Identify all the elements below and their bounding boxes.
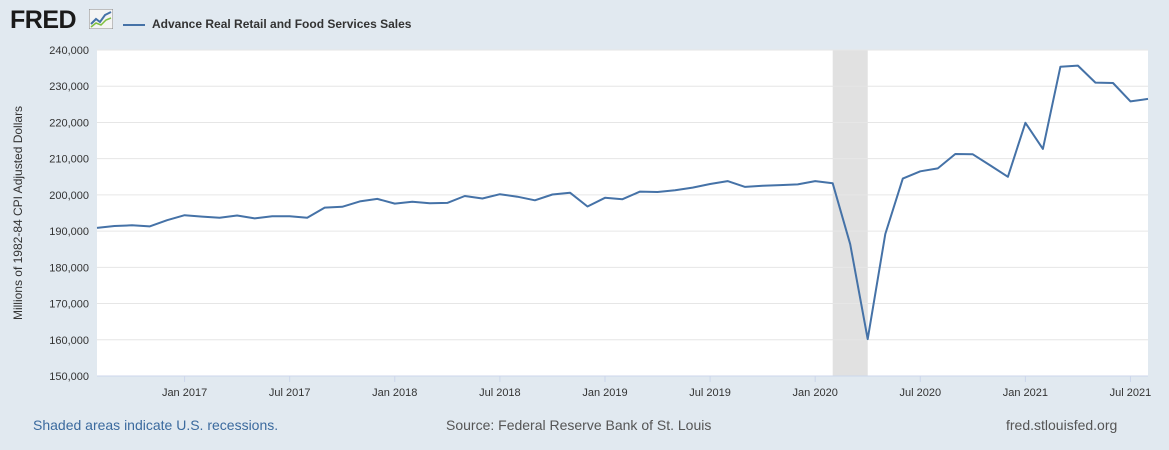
y-axis-ticks: 150,000 160,000 170,000 180,000 190,000 200,0… (49, 45, 89, 383)
recession-note: Shaded areas indicate U.S. recessions. (33, 417, 279, 433)
x-tick-label: Jan 2017 (162, 387, 207, 399)
series-lines (96, 64, 1149, 341)
series-title[interactable]: Advance Real Retail and Food Services Sa… (152, 17, 412, 31)
y-tick-label: 180,000 (49, 262, 89, 274)
x-tick-label: Jul 2020 (899, 387, 941, 399)
y-tick-label: 210,000 (49, 154, 89, 166)
y-tick-label: 150,000 (49, 371, 89, 383)
x-axis-ticks: Jan 2017 Jul 2017 Jan 2018 Jul 2018 Jan 2019… (162, 376, 1151, 399)
recession-band (832, 50, 868, 376)
x-tick-label: Jan 2018 (372, 387, 417, 399)
y-tick-label: 200,000 (49, 190, 89, 202)
y-tick-label: 170,000 (49, 299, 89, 311)
series-line[interactable] (96, 64, 1149, 341)
x-tick-label: Jul 2021 (1110, 387, 1152, 399)
y-tick-label: 240,000 (49, 45, 89, 57)
x-tick-label: Jul 2019 (689, 387, 731, 399)
x-tick-label: Jan 2019 (582, 387, 627, 399)
plot-area (97, 50, 1148, 376)
fred-logo[interactable]: FRED (10, 6, 77, 34)
line-chart: 150,000 160,000 170,000 180,000 190,000 200,0… (11, 45, 1151, 399)
y-tick-label: 160,000 (49, 335, 89, 347)
fred-graph-icon (89, 9, 113, 29)
x-tick-label: Jan 2020 (793, 387, 838, 399)
y-axis-title: Millions of 1982-84 CPI Adjusted Dollars (11, 106, 25, 320)
legend-line-swatch (123, 24, 145, 26)
fred-url-link[interactable]: fred.stlouisfed.org (1006, 417, 1118, 433)
recession-shading (832, 50, 868, 376)
x-tick-label: Jul 2017 (269, 387, 311, 399)
y-tick-label: 190,000 (49, 226, 89, 238)
y-tick-label: 220,000 (49, 117, 89, 129)
gridlines (97, 49, 1148, 377)
x-tick-label: Jan 2021 (1003, 387, 1048, 399)
y-tick-label: 230,000 (49, 81, 89, 93)
source-note: Source: Federal Reserve Bank of St. Loui… (446, 417, 712, 433)
x-tick-label: Jul 2018 (479, 387, 521, 399)
